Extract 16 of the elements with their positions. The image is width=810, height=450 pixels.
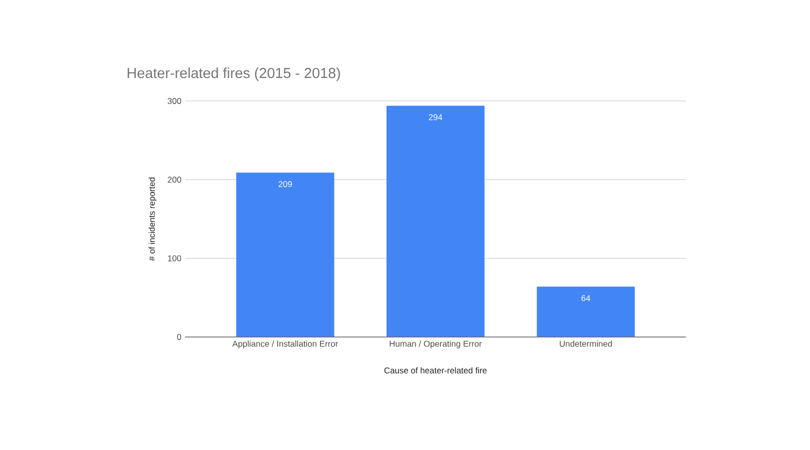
y-tick-label: 300 — [168, 98, 182, 104]
bar — [236, 172, 334, 337]
y-tick-label: 0 — [177, 334, 182, 340]
bar — [536, 286, 635, 337]
chart-title: Heater-related fires (2015 - 2018) — [128, 68, 340, 81]
y-tick-label: 100 — [168, 255, 182, 262]
x-tick-label: Undetermined — [560, 340, 612, 347]
y-tick-label: 200 — [168, 176, 182, 183]
bar — [386, 106, 485, 337]
data-label: 209 — [278, 181, 292, 188]
x-axis-title: Cause of heater-related fire — [384, 367, 487, 374]
data-label: 64 — [582, 295, 590, 302]
y-axis-title: # of incidents reported — [148, 178, 157, 261]
x-tick-label: Human / Operating Error — [390, 340, 482, 348]
data-label: 294 — [428, 114, 442, 120]
x-tick-label: Appliance / Installation Error — [232, 340, 338, 348]
